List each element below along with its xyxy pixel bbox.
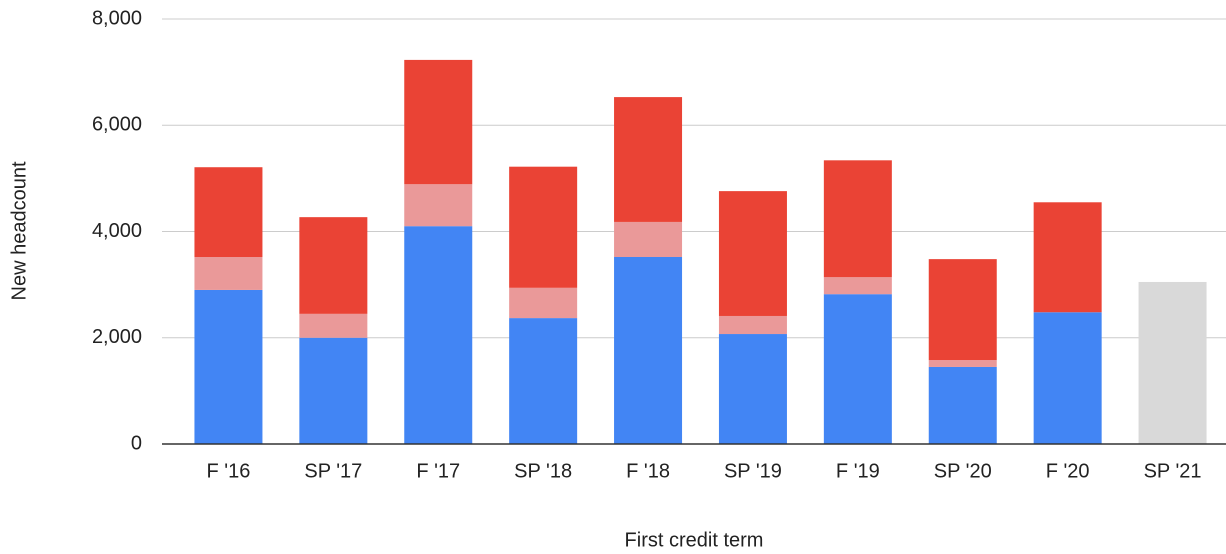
bar-segment <box>614 97 683 222</box>
bar-segment <box>194 257 263 290</box>
x-tick-label: F '17 <box>416 460 460 482</box>
bar-segment <box>299 217 368 314</box>
bar-segment <box>823 277 892 295</box>
x-tick-label: SP '19 <box>724 460 782 482</box>
y-tick-label: 6,000 <box>92 114 142 136</box>
x-tick-label: SP '21 <box>1144 460 1202 482</box>
bar-segment <box>823 294 892 444</box>
x-axis-label: First credit term <box>625 529 764 551</box>
bar-segment <box>194 289 263 444</box>
x-tick-label: F '16 <box>207 460 251 482</box>
bar-segment <box>928 360 997 367</box>
bar-segment <box>718 315 787 335</box>
y-tick-label: 0 <box>131 432 142 454</box>
bar-segment <box>509 166 578 288</box>
bar-segment <box>404 184 473 227</box>
bar-segment <box>299 337 368 444</box>
bar-segment <box>1033 202 1102 313</box>
bar-segment <box>299 313 368 338</box>
bar-segment <box>1033 312 1102 444</box>
bar-segment <box>614 221 683 257</box>
bar-segment <box>928 366 997 444</box>
x-tick-label: SP '20 <box>934 460 992 482</box>
bar-segment <box>614 257 683 444</box>
x-tick-label: F '19 <box>836 460 880 482</box>
bar-segment <box>1138 281 1207 444</box>
bar-segment <box>928 259 997 361</box>
x-tick-label: SP '17 <box>304 460 362 482</box>
y-tick-label: 2,000 <box>92 326 142 348</box>
bar-segment <box>718 334 787 444</box>
x-tick-label: F '18 <box>626 460 670 482</box>
bar-segment <box>823 160 892 278</box>
bar-segment <box>509 318 578 444</box>
y-tick-label: 8,000 <box>92 7 142 29</box>
bar-segment <box>718 191 787 316</box>
bar-segment <box>404 226 473 444</box>
bar-segment <box>194 167 263 257</box>
y-tick-label: 4,000 <box>92 220 142 242</box>
bar-segment <box>404 59 473 185</box>
y-axis-label: New headcount <box>8 161 30 300</box>
bar-segment <box>509 287 578 319</box>
x-tick-label: F '20 <box>1046 460 1090 482</box>
x-tick-label: SP '18 <box>514 460 572 482</box>
